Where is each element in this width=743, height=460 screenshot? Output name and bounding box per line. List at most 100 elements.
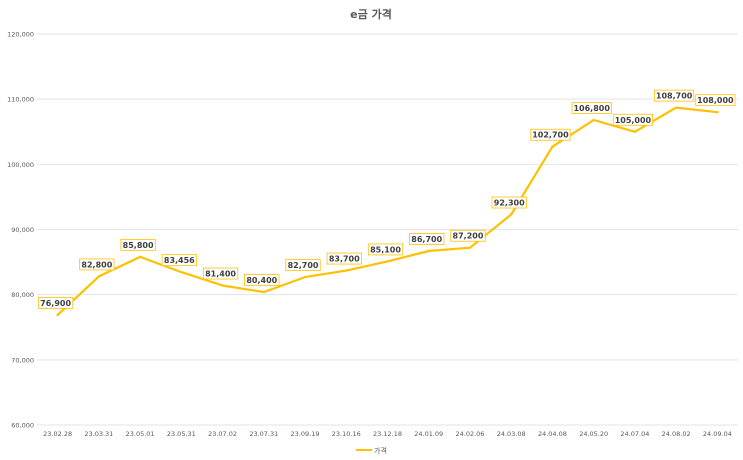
data-point — [386, 260, 389, 263]
data-label: 83,700 — [326, 252, 362, 265]
data-point — [427, 249, 430, 253]
data-label: 82,800 — [79, 258, 115, 271]
x-tick-label: 23.05.31 — [167, 430, 196, 438]
y-tick-label: 100,000 — [7, 161, 34, 169]
data-point — [303, 275, 307, 279]
data-label: 80,400 — [244, 274, 280, 286]
legend-label: 가격 — [374, 446, 387, 455]
y-tick-label: 70,000 — [11, 356, 34, 364]
chart-title: e금 가격 — [350, 7, 392, 21]
data-label-box — [654, 89, 695, 102]
data-label-text: 76,900 — [40, 299, 71, 308]
data-point — [180, 270, 183, 274]
data-label: 86,700 — [409, 233, 445, 245]
data-label-box — [612, 113, 653, 126]
x-tick-label: 23.07.31 — [249, 430, 278, 438]
data-point — [674, 106, 678, 109]
data-label: 108,700 — [654, 89, 695, 102]
data-label-box — [161, 254, 197, 267]
x-tick-label: 24.01.09 — [414, 430, 443, 438]
data-point — [633, 130, 637, 133]
x-tick-label: 24.09.04 — [703, 430, 732, 438]
data-label-text: 81,400 — [205, 270, 236, 279]
data-label-text: 86,700 — [411, 235, 442, 244]
data-label-text: 85,800 — [123, 241, 154, 250]
data-label-box — [79, 258, 115, 271]
data-label-text: 105,000 — [615, 116, 652, 125]
data-label: 108,000 — [695, 94, 736, 107]
x-tick-label: 24.08.02 — [662, 430, 691, 438]
data-point — [138, 255, 142, 259]
y-tick-label: 80,000 — [11, 291, 34, 299]
series-layer — [56, 106, 719, 317]
data-label: 105,000 — [612, 113, 653, 126]
data-label-box — [409, 233, 445, 245]
x-tick-label: 23.05.01 — [126, 430, 155, 438]
data-label-text: 92,300 — [494, 199, 525, 208]
data-label-box — [38, 296, 74, 309]
data-point — [262, 290, 265, 294]
data-label-text: 108,000 — [697, 96, 734, 105]
data-label: 82,700 — [285, 259, 321, 271]
data-point — [551, 145, 554, 148]
gridlines — [37, 33, 738, 426]
y-tick-label: 110,000 — [7, 96, 34, 104]
data-point — [221, 284, 224, 287]
x-tick-label: 23.10.16 — [332, 430, 361, 438]
legend: 가격 — [356, 446, 387, 455]
data-label-text: 80,400 — [246, 276, 277, 285]
y-tick-label: 60,000 — [11, 422, 34, 430]
data-label-box — [326, 252, 362, 265]
data-label-text: 102,700 — [532, 131, 569, 140]
data-label-text: 82,700 — [288, 261, 319, 270]
x-tick-label: 24.02.06 — [455, 430, 484, 438]
data-label-box — [202, 267, 239, 280]
series-line — [56, 106, 719, 316]
data-label: 85,100 — [367, 243, 404, 256]
x-tick-label: 23.09.19 — [291, 430, 320, 438]
x-tick-label: 23.03.31 — [84, 430, 113, 438]
data-label-text: 83,456 — [164, 256, 195, 265]
data-label-box — [491, 196, 527, 209]
data-point — [716, 111, 719, 114]
data-label-text: 87,200 — [453, 232, 484, 241]
x-tick-label: 24.03.08 — [497, 430, 526, 438]
data-label: 106,800 — [571, 102, 612, 114]
data-label-box — [285, 259, 321, 271]
data-label-text: 82,800 — [81, 260, 112, 269]
data-label: 81,400 — [202, 267, 239, 280]
data-label: 92,300 — [491, 196, 527, 209]
x-tick-label: 23.07.02 — [208, 430, 237, 438]
x-tick-label: 24.05.20 — [579, 430, 608, 438]
data-point — [468, 246, 472, 249]
data-label-text: 85,100 — [370, 245, 401, 254]
data-label-text: 108,700 — [656, 92, 693, 101]
x-axis: 23.02.28 23.03.31 23.05.01 23.05.31 23.07.02… — [43, 430, 732, 438]
data-label: 76,900 — [38, 296, 74, 309]
data-label-box — [120, 238, 156, 251]
data-point — [592, 118, 595, 122]
y-tick-label: 90,000 — [11, 226, 34, 234]
data-label-box — [695, 94, 736, 107]
data-label: 83,456 — [161, 254, 197, 267]
data-label: 85,800 — [120, 238, 156, 251]
y-axis: 60,000 70,000 80,000 90,000 100,000 110,000 12… — [7, 31, 34, 430]
data-point — [345, 269, 348, 272]
x-tick-label: 23.02.28 — [43, 430, 72, 438]
data-label: 102,700 — [530, 128, 571, 141]
x-tick-label: 23.12.18 — [373, 430, 402, 438]
data-label-text: 83,700 — [329, 255, 360, 264]
data-label-box — [571, 102, 612, 114]
data-label-text: 106,800 — [573, 104, 610, 113]
y-tick-label: 120,000 — [7, 31, 34, 39]
data-point — [97, 275, 101, 278]
x-tick-label: 24.07.04 — [620, 430, 649, 438]
data-point — [510, 213, 513, 216]
data-labels: 76,900 82,800 85,800 83,456 81,400 80,400 82,7… — [38, 89, 736, 309]
data-label-box — [530, 128, 571, 141]
data-label: 87,200 — [450, 229, 486, 242]
x-tick-label: 24.04.08 — [538, 430, 567, 438]
data-label-box — [450, 229, 486, 242]
